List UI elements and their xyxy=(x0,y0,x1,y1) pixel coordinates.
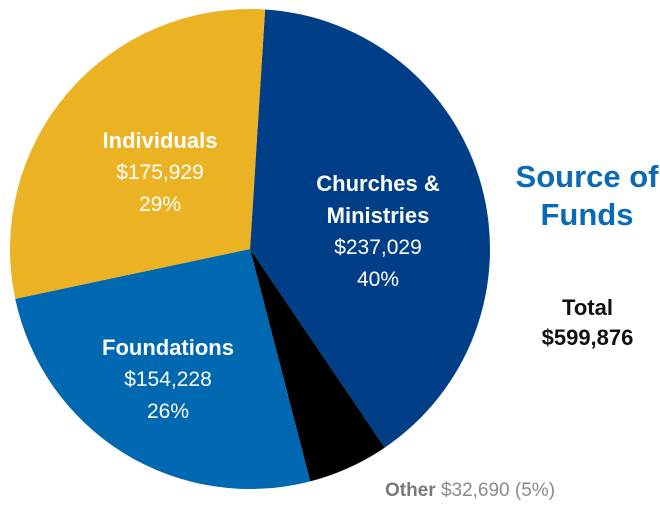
total-value: $599,876 xyxy=(541,325,634,350)
share-label: (5%) xyxy=(514,480,556,501)
chart-title: Source of Funds xyxy=(515,159,659,232)
pie-slice xyxy=(250,9,491,448)
share-label: 29% xyxy=(138,193,182,216)
pie-slice xyxy=(15,249,311,489)
category-label: Foundations xyxy=(102,335,234,360)
pie-slice xyxy=(9,9,266,299)
category-label: Churches & Ministries xyxy=(316,171,440,228)
share-label: 40% xyxy=(356,268,400,291)
total-title: Total xyxy=(562,295,613,320)
slice-label: Foundations $154,228 26% xyxy=(68,332,268,428)
total: Total $599,876 xyxy=(515,293,660,353)
category-label: Individuals xyxy=(102,128,218,153)
slice-label: Other $32,690 (5%) xyxy=(385,480,555,502)
slice-label: Churches & Ministries $237,029 40% xyxy=(298,168,458,296)
value-label: $175,929 xyxy=(116,161,204,184)
slice-label: Individuals $175,929 29% xyxy=(60,125,260,221)
category-label: Other xyxy=(384,480,436,501)
pie-slice xyxy=(250,249,385,482)
value-label: $237,029 xyxy=(334,236,422,259)
value-label: $32,690 xyxy=(440,480,510,501)
share-label: 26% xyxy=(146,400,190,423)
value-label: $154,228 xyxy=(124,368,212,391)
